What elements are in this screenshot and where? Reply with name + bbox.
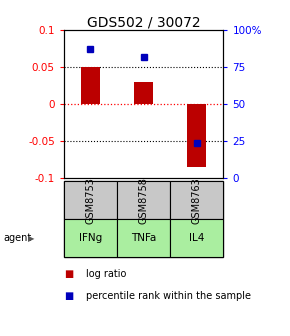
Bar — [64, 219, 117, 257]
Text: ■: ■ — [64, 291, 73, 301]
Text: percentile rank within the sample: percentile rank within the sample — [86, 291, 251, 301]
Text: GSM8758: GSM8758 — [139, 177, 148, 224]
Text: IL4: IL4 — [189, 233, 204, 243]
Text: log ratio: log ratio — [86, 269, 126, 279]
Text: IFNg: IFNg — [79, 233, 102, 243]
Bar — [187, 104, 206, 167]
Title: GDS502 / 30072: GDS502 / 30072 — [87, 15, 200, 29]
Text: ■: ■ — [64, 269, 73, 279]
Bar — [134, 82, 153, 104]
Text: agent: agent — [3, 233, 31, 243]
Text: TNFa: TNFa — [131, 233, 156, 243]
Bar — [64, 181, 117, 219]
Bar — [170, 219, 223, 257]
Text: ▶: ▶ — [28, 234, 34, 243]
Bar — [81, 67, 100, 104]
Bar — [170, 181, 223, 219]
Text: GSM8753: GSM8753 — [85, 177, 95, 224]
Bar — [117, 219, 170, 257]
Bar — [117, 181, 170, 219]
Text: GSM8763: GSM8763 — [192, 177, 202, 224]
